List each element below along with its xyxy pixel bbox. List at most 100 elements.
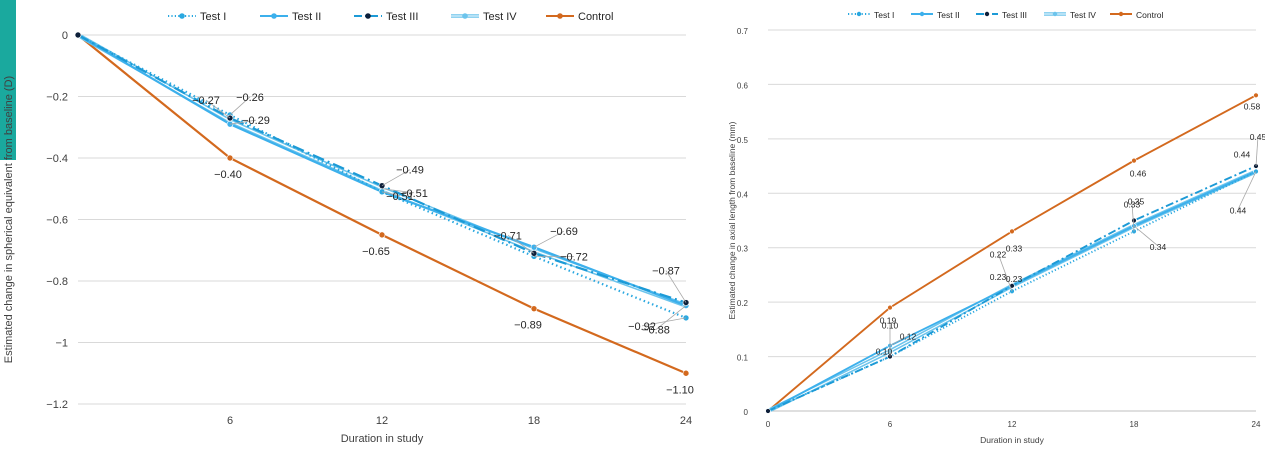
series-line: [77, 34, 687, 304]
data-label: −0.27: [192, 95, 220, 107]
legend-label: Test IV: [483, 11, 517, 23]
y-tick-label: 0.1: [737, 354, 749, 363]
x-tick-label: 18: [1130, 420, 1139, 429]
data-label: 0.45: [1250, 132, 1265, 142]
leader-line: [381, 191, 401, 197]
data-label: 0.33: [1006, 243, 1023, 253]
legend-marker: [984, 11, 990, 17]
data-label: 0.19: [880, 316, 897, 326]
legend-marker: [271, 13, 277, 19]
data-label: −0.26: [236, 92, 264, 104]
leader-line: [1133, 225, 1159, 247]
legend-marker: [179, 13, 185, 19]
legend-item-control: Control: [1110, 10, 1164, 20]
leader-line: [641, 317, 687, 327]
legend-marker: [365, 13, 371, 19]
legend-marker: [1118, 11, 1124, 17]
legend-item-test-iii: Test III: [976, 10, 1027, 20]
legend-label: Test II: [292, 11, 321, 23]
legend-label: Test I: [200, 11, 226, 23]
data-point: [530, 250, 538, 257]
legend-item-control: Control: [546, 11, 613, 23]
data-label: −0.29: [242, 115, 270, 127]
legend-marker: [557, 13, 563, 19]
legend-marker: [462, 13, 468, 19]
legend-item-test-iv: Test IV: [451, 11, 517, 23]
legend-item-test-i: Test I: [848, 10, 894, 20]
y-axis-title: Estimated change in spherical equivalent…: [3, 76, 15, 363]
y-tick-label: 0.3: [737, 245, 749, 254]
data-point: [1131, 217, 1137, 224]
legend-item-test-ii: Test II: [911, 10, 960, 20]
series-line: [77, 34, 687, 319]
y-tick-label: 0.4: [737, 190, 749, 199]
data-label: −0.89: [514, 320, 542, 332]
data-label: −0.40: [214, 169, 242, 181]
leader-line: [1237, 171, 1257, 210]
y-tick-label: 0.5: [737, 136, 749, 145]
data-label: 0.34: [1150, 242, 1167, 252]
data-label: 0.35: [1128, 197, 1145, 207]
legend-marker: [856, 11, 862, 17]
chart-spherical-equivalent: 0 −0.2 −0.4 −0.6 −0.8 −1 −1.2 6 12 18 24 Duration i…: [3, 11, 694, 445]
x-tick-label: 0: [766, 420, 771, 429]
side-tab-strip: [0, 0, 16, 160]
leader-line: [655, 305, 687, 330]
legend-label: Test III: [386, 11, 418, 23]
data-label: 0.44: [1230, 206, 1247, 216]
x-tick-label: 12: [376, 415, 388, 427]
y-tick-label: 0: [744, 408, 749, 417]
data-label: 0.23: [990, 272, 1007, 282]
data-label: 0.10: [876, 347, 893, 357]
data-label: −0.71: [494, 230, 522, 242]
x-axis-title: Duration in study: [980, 435, 1045, 445]
data-point: [1131, 157, 1137, 164]
data-point: [765, 408, 771, 414]
data-label: −0.92: [628, 321, 656, 333]
data-point: [887, 304, 893, 311]
y-tick-label: 0.6: [737, 81, 749, 90]
y-tick-label: 0.7: [737, 27, 749, 36]
data-label: 0.10: [882, 321, 899, 331]
x-tick-label: 24: [1252, 420, 1261, 429]
data-label: −1.10: [666, 384, 694, 396]
data-label: 0.22: [990, 249, 1007, 259]
data-label: −0.51: [400, 188, 428, 200]
x-tick-label: 12: [1008, 420, 1017, 429]
data-label: 0.23: [1006, 274, 1023, 284]
data-point: [1253, 92, 1259, 99]
legend-label: Test I: [874, 10, 894, 20]
y-tick-label: −0.8: [46, 276, 68, 288]
y-tick-label: −1.2: [46, 399, 68, 411]
legend-label: Test II: [937, 10, 960, 20]
leader-line: [997, 253, 1013, 292]
y-tick-label: −0.6: [46, 215, 68, 227]
leader-line: [507, 234, 535, 254]
y-tick-label: −0.2: [46, 92, 68, 104]
x-tick-label: 24: [680, 415, 692, 427]
data-point: [530, 305, 538, 312]
legend-item-test-i: Test I: [168, 11, 226, 23]
data-label: −0.49: [396, 165, 424, 177]
y-tick-label: 0.2: [737, 299, 749, 308]
leader-line: [381, 188, 415, 194]
leader-line: [229, 119, 257, 125]
y-tick-label: −0.4: [46, 153, 68, 165]
data-label: 0.46: [1130, 169, 1147, 179]
data-label: −0.88: [642, 325, 670, 337]
x-axis-title: Duration in study: [341, 433, 424, 445]
series-test-iii: [74, 31, 690, 306]
leader-line: [1255, 136, 1259, 167]
series-test-iv: [74, 31, 690, 309]
legend-label: Test III: [1002, 10, 1027, 20]
leader-line: [381, 169, 411, 187]
data-label: 0.33: [1124, 199, 1141, 209]
series-line: [76, 33, 687, 308]
legend-marker: [1052, 11, 1058, 17]
x-tick-label: 6: [227, 415, 233, 427]
legend-item-test-ii: Test II: [260, 11, 321, 23]
data-label: −0.69: [550, 226, 578, 238]
data-point: [74, 31, 82, 39]
data-label: −0.87: [652, 266, 680, 278]
leader-line: [1131, 203, 1135, 232]
